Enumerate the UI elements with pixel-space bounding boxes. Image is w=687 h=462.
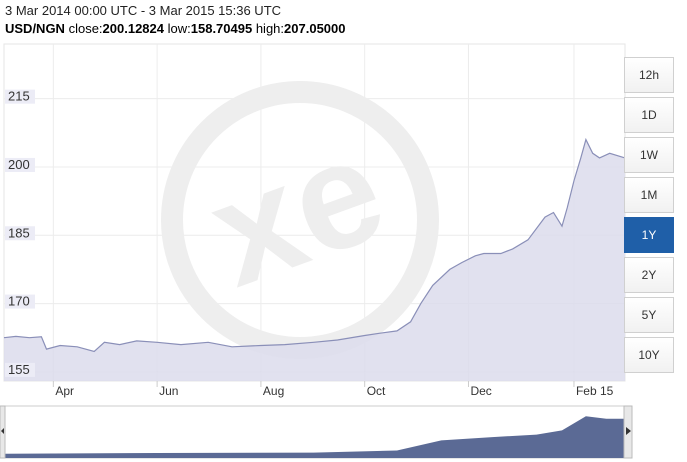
y-tick-bg [5, 157, 35, 172]
high-label: high: [255, 21, 285, 36]
y-axis-ticks: 155 170 185 200 215 [5, 89, 35, 377]
y-tick-label: 200 [8, 157, 30, 172]
close-label: close: [68, 21, 103, 36]
x-tick-label: Aug [263, 384, 284, 398]
range-button-5y[interactable]: 5Y [624, 297, 674, 333]
low-label: low: [167, 21, 191, 36]
range-button-1d[interactable]: 1D [624, 97, 674, 133]
x-tick-label: Apr [55, 384, 74, 398]
range-button-1y[interactable]: 1Y [624, 217, 674, 253]
range-button-2y[interactable]: 2Y [624, 257, 674, 293]
date-range: 3 Mar 2014 00:00 UTC - 3 Mar 2015 15:36 … [5, 3, 282, 18]
high-value: 207.05000 [284, 21, 346, 36]
x-tick-label: Jun [159, 384, 178, 398]
low-value: 158.70495 [190, 21, 253, 36]
y-tick-bg [5, 89, 35, 104]
y-tick-bg [5, 294, 35, 309]
y-tick-label: 155 [8, 362, 30, 377]
x-axis-ticks: Apr Jun Aug Oct Dec Feb 15 [52, 381, 614, 398]
range-button-1m[interactable]: 1M [624, 177, 674, 213]
x-tick-label: Feb 15 [576, 384, 614, 398]
y-tick-label: 215 [8, 89, 30, 104]
x-tick-label: Dec [470, 384, 491, 398]
rate-line [3, 137, 626, 353]
navigator-area [4, 416, 625, 458]
y-tick-label: 185 [8, 225, 30, 240]
x-tick-label: Oct [367, 384, 386, 398]
rate-summary: USD/NGN close:200.12824 low:158.70495 hi… [5, 21, 345, 36]
range-button-10y[interactable]: 10Y [624, 337, 674, 373]
close-value: 200.12824 [102, 21, 164, 36]
y-tick-bg [5, 226, 35, 241]
navigator[interactable] [0, 404, 687, 462]
right-arrow-icon[interactable] [626, 427, 631, 435]
y-tick-bg [5, 362, 35, 377]
range-button-1w[interactable]: 1W [624, 137, 674, 173]
left-arrow-icon[interactable] [1, 428, 4, 434]
range-button-12h[interactable]: 12h [624, 57, 674, 93]
y-tick-label: 170 [8, 294, 30, 309]
currency-pair: USD/NGN [5, 21, 65, 36]
rate-area [4, 139, 625, 381]
